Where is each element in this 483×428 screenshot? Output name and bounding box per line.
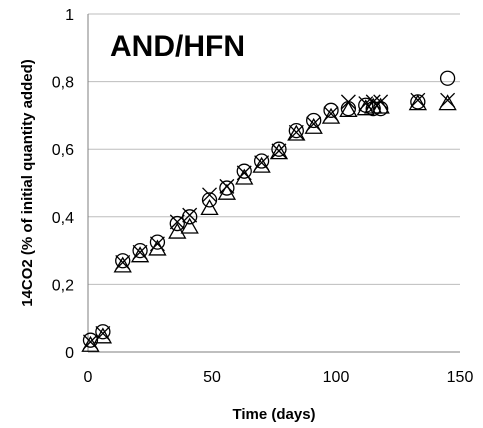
triangle-point xyxy=(371,97,390,114)
circle-point xyxy=(219,180,235,196)
circle-point xyxy=(149,234,166,250)
triangle-point xyxy=(321,107,341,124)
x-point xyxy=(288,124,304,140)
triangle-point xyxy=(148,239,167,256)
circle-point xyxy=(306,112,322,129)
circle-point xyxy=(253,153,270,169)
y-tick-label: 0,8 xyxy=(52,75,74,92)
circle-point xyxy=(323,102,339,118)
triangle-point xyxy=(356,99,375,116)
x-point xyxy=(169,214,185,230)
circle-point xyxy=(132,242,148,259)
triangle-point xyxy=(304,117,323,134)
circle-point xyxy=(439,70,456,86)
triangle-point xyxy=(130,246,150,263)
y-tick-labels: 0 0,2 0,4 0,6 0,8 1 xyxy=(52,7,74,362)
circle-point xyxy=(95,324,111,340)
x-tick-label: 50 xyxy=(203,369,221,386)
triangle-point xyxy=(113,256,132,273)
x-point xyxy=(182,207,198,223)
triangle-point xyxy=(408,94,428,111)
triangle-point xyxy=(81,335,100,352)
circle-point xyxy=(340,100,357,117)
triangle-point xyxy=(180,217,199,234)
circle-point xyxy=(288,122,304,139)
x-tick-label: 150 xyxy=(447,369,474,386)
circle-point xyxy=(115,253,131,269)
triangle-point xyxy=(287,124,306,141)
triangle-point xyxy=(200,198,219,216)
circle-point xyxy=(236,163,252,179)
y-axis-label: 14CO2 (% of initial quantity added) xyxy=(19,59,36,307)
triangle-point xyxy=(93,327,113,344)
gridlines xyxy=(88,13,460,285)
circle-point xyxy=(271,141,287,157)
y-tick-label: 0 xyxy=(65,345,74,362)
triangle-point xyxy=(438,94,457,111)
y-tick-label: 0,6 xyxy=(52,142,74,159)
x-point xyxy=(202,187,217,203)
triangle-point xyxy=(339,100,358,118)
data-points xyxy=(81,70,457,352)
y-tick-label: 1 xyxy=(65,7,74,24)
triangle-point xyxy=(168,222,187,239)
y-tick-label: 0,4 xyxy=(52,210,74,227)
circle-point xyxy=(169,215,185,232)
x-point xyxy=(271,143,287,159)
circle-point xyxy=(201,192,218,208)
triangle-point xyxy=(269,143,289,160)
x-tick-label: 0 xyxy=(84,369,93,386)
x-tick-labels: 0 50 100 150 xyxy=(84,369,474,386)
chart-title: AND/HFN xyxy=(110,30,245,63)
triangle-point xyxy=(252,156,271,173)
triangle-point xyxy=(217,183,237,200)
x-axis-label: Time (days) xyxy=(232,406,315,423)
triangle-point xyxy=(235,168,254,185)
x-tick-label: 100 xyxy=(323,369,350,386)
circle-point xyxy=(82,332,99,348)
y-tick-label: 0,2 xyxy=(52,277,74,294)
circle-point xyxy=(410,94,426,110)
